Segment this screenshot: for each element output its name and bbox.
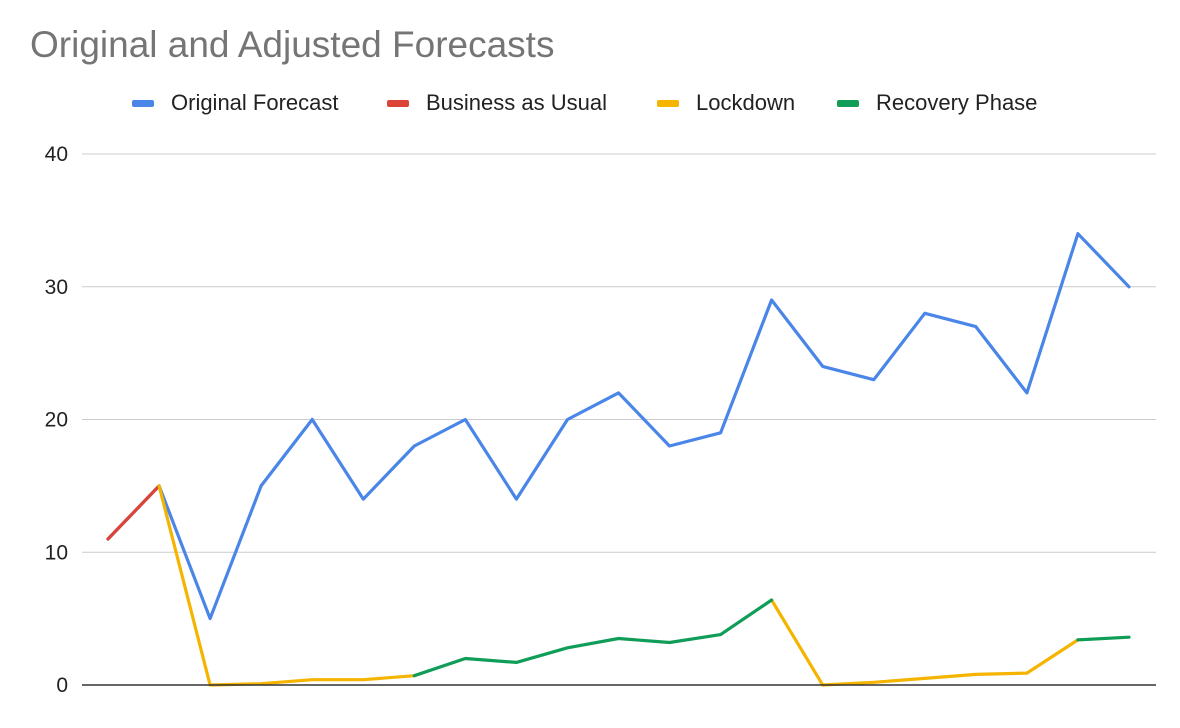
gridlines (82, 153, 1156, 553)
series-line-lockdown[interactable] (769, 598, 1080, 687)
y-tick-label: 0 (56, 674, 68, 697)
legend-item-lockdown[interactable]: Lockdown (657, 90, 795, 116)
legend-swatch-lockdown (657, 99, 679, 107)
y-axis-ticks: 0 10 20 30 40 (45, 143, 68, 697)
series-line-lockdown[interactable] (157, 484, 416, 687)
series-line-recovery-phase[interactable] (1076, 635, 1131, 642)
chart-title: Original and Adjusted Forecasts (30, 24, 555, 65)
legend-swatch-recovery-phase (837, 99, 859, 107)
series-line-original-forecast[interactable] (106, 232, 1131, 621)
series-line-recovery-phase[interactable] (412, 598, 774, 678)
legend-item-recovery-phase[interactable]: Recovery Phase (837, 90, 1037, 116)
legend-label-business-as-usual: Business as Usual (426, 90, 607, 115)
legend-label-original-forecast: Original Forecast (171, 90, 339, 115)
y-tick-label: 30 (45, 276, 68, 299)
legend-item-original-forecast[interactable]: Original Forecast (132, 90, 339, 116)
legend: Original Forecast Business as Usual Lock… (0, 90, 1180, 120)
legend-swatch-business-as-usual (387, 99, 409, 107)
series-lines (106, 232, 1131, 687)
legend-swatch-original-forecast (132, 99, 154, 107)
y-tick-label: 10 (45, 541, 68, 564)
series-line-business-as-usual[interactable] (106, 484, 161, 541)
legend-item-business-as-usual[interactable]: Business as Usual (387, 90, 607, 116)
y-tick-label: 20 (45, 409, 68, 432)
legend-label-lockdown: Lockdown (696, 90, 796, 115)
y-tick-label: 40 (45, 143, 68, 166)
legend-label-recovery-phase: Recovery Phase (876, 90, 1038, 115)
